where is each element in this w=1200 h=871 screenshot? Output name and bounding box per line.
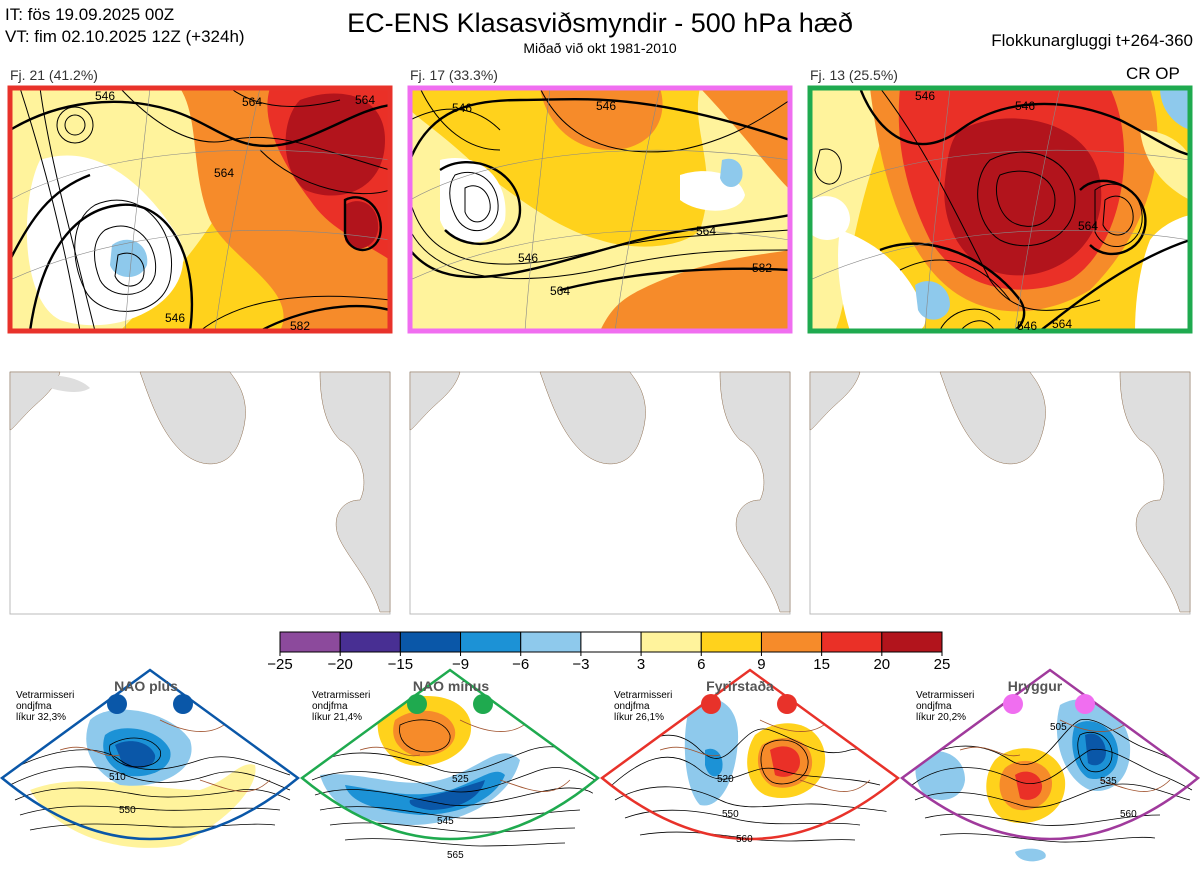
classification-window: Flokkunargluggi t+264-360: [991, 31, 1193, 50]
regime-3-kind: ondjfma: [614, 701, 650, 712]
cluster-1-label: Fj. 21 (41.2%): [10, 67, 98, 83]
cluster-3-map: [810, 88, 1190, 331]
empty-map-2: [409, 371, 791, 615]
empty-map-1: [9, 371, 391, 615]
regime-2-label: 565: [447, 850, 464, 861]
cr-op-badge: CR OP: [1126, 64, 1180, 83]
contour-label: 546: [518, 251, 538, 265]
valid-time: VT: fim 02.10.2025 12Z (+324h): [5, 27, 245, 46]
regime-2-period: Vetrarmisseri: [312, 690, 370, 701]
cluster-1-border: [7, 85, 393, 334]
colorbar-tick-label: −25: [267, 656, 292, 673]
contour-label: 564: [1078, 219, 1098, 233]
regime-1-name: NAO plús: [114, 678, 178, 694]
colorbar-tick-label: 20: [873, 656, 890, 673]
page-title: EC-ENS Klasasviðsmyndir - 500 hPa hæð: [347, 8, 853, 38]
cluster-2-label: Fj. 17 (33.3%): [410, 67, 498, 83]
colorbar-tick-label: −15: [388, 656, 413, 673]
regime-1-label: 550: [119, 805, 136, 816]
contour-label: 546: [95, 89, 115, 103]
colorbar-tick-label: −20: [327, 656, 352, 673]
regime-nao-minus: NAO mínus Vetrarmisseri ondjfma líkur 21…: [299, 668, 601, 865]
contour-label: 564: [550, 284, 570, 298]
header-info: IT: fös 19.09.2025 00Z VT: fim 02.10.202…: [5, 4, 245, 48]
contour-label: 564: [696, 224, 716, 238]
regime-4-label: 560: [1120, 809, 1137, 820]
contour-label: 582: [752, 261, 772, 275]
regime-2-label: 545: [437, 816, 454, 827]
contour-label: 546: [1017, 319, 1037, 333]
contour-label: 546: [596, 99, 616, 113]
regime-1-period: Vetrarmisseri: [16, 690, 74, 701]
colorbar-tick-label: 9: [757, 656, 765, 673]
regime-blocking: Fyrirstaða Vetrarmisseri ondjfma líkur 2…: [599, 668, 901, 865]
regime-3-period: Vetrarmisseri: [614, 690, 672, 701]
colorbar-tick-label: 25: [934, 656, 951, 673]
regime-3-label: 520: [717, 774, 734, 785]
contour-label: 546: [1015, 99, 1035, 113]
colorbar-tick-label: −9: [452, 656, 469, 673]
colorbar-tick-label: −3: [572, 656, 589, 673]
colorbar-tick-label: 15: [813, 656, 830, 673]
regime-4-prob: líkur 20,2%: [916, 712, 966, 723]
cluster-3-label: Fj. 13 (25.5%): [810, 67, 898, 83]
page-subtitle: Miðað við okt 1981-2010: [523, 40, 677, 56]
colorbar-bin: [881, 631, 943, 653]
regime-4-label: 535: [1100, 776, 1117, 787]
cluster-3-border: [807, 85, 1193, 334]
regime-3-prob: líkur 26,1%: [614, 712, 664, 723]
regime-4-label: 505: [1050, 722, 1067, 733]
contour-label: 564: [242, 95, 262, 109]
contour-label: 546: [165, 311, 185, 325]
regime-4-period: Vetrarmisseri: [916, 690, 974, 701]
cluster-2-border: [407, 85, 793, 334]
contour-label: 564: [1052, 317, 1072, 331]
regime-3-label: 560: [736, 834, 753, 845]
regime-2-prob: líkur 21,4%: [312, 712, 362, 723]
empty-map-3: [809, 371, 1191, 615]
contour-label: 582: [290, 319, 310, 333]
regime-1-label: 510: [109, 772, 126, 783]
contour-label: 546: [452, 101, 472, 115]
regime-2-label: 525: [452, 774, 469, 785]
colorbar-tick-label: 6: [697, 656, 705, 673]
regime-nao-plus: NAO plús Vetrarmisseri ondjfma líkur 32,…: [0, 668, 301, 865]
regime-3-label: 550: [722, 809, 739, 820]
regime-3-name: Fyrirstaða: [706, 678, 774, 694]
regime-ridge: Hryggur Vetrarmisseri ondjfma líkur 20,2…: [899, 668, 1200, 865]
contour-label: 564: [214, 166, 234, 180]
regime-4-kind: ondjfma: [916, 701, 952, 712]
regime-2-name: NAO mínus: [413, 678, 489, 694]
regime-1-prob: líkur 32,3%: [16, 712, 66, 723]
colorbar-tick-label: 3: [637, 656, 645, 673]
regime-4-name: Hryggur: [1008, 678, 1063, 694]
regime-2-kind: ondjfma: [312, 701, 348, 712]
contour-label: 546: [915, 89, 935, 103]
cluster-1-map: [10, 88, 390, 331]
cluster-2-map: [410, 88, 790, 331]
colorbar-tick-label: −6: [512, 656, 529, 673]
regime-1-kind: ondjfma: [16, 701, 52, 712]
contour-label: 564: [355, 93, 375, 107]
initial-time: IT: fös 19.09.2025 00Z: [5, 5, 175, 24]
